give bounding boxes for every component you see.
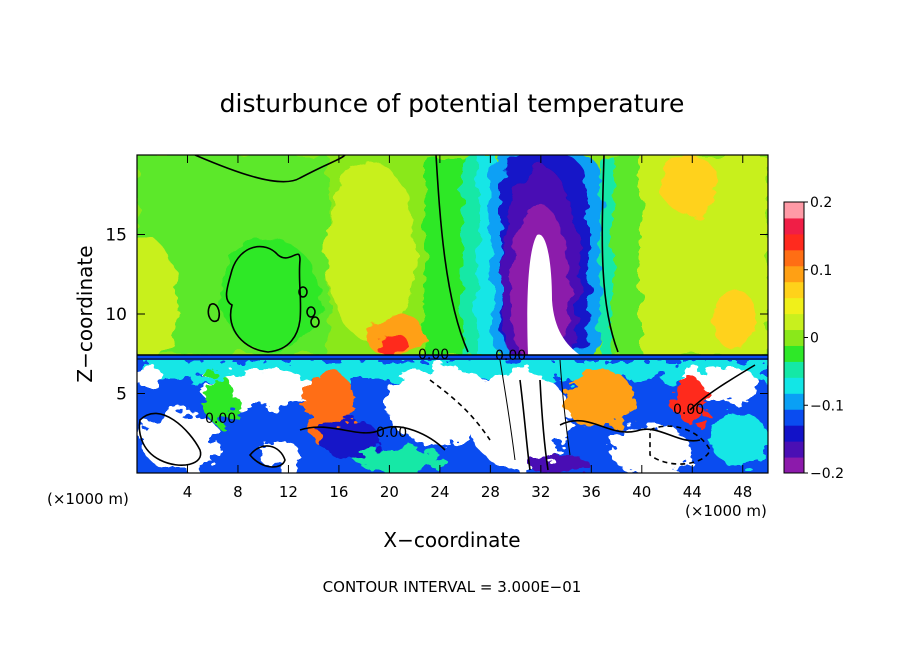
contour-lines <box>137 155 768 471</box>
field-region-right-green <box>612 155 642 355</box>
lower-region-17 <box>137 363 160 387</box>
colorbar-labels: 0.2 0.1 0 −0.1 −0.2 <box>804 195 844 482</box>
x-tick-label: 40 <box>632 483 651 501</box>
lower-region-16 <box>672 378 708 422</box>
lower-field <box>137 355 768 473</box>
contour-vortex-left <box>435 155 469 353</box>
lower-region-8 <box>565 370 635 430</box>
contour-label-4: 0.00 <box>495 348 526 364</box>
contour-label-1: 0.00 <box>205 411 236 427</box>
heatmap-field: 0.00 0.00 0.00 0.00 0.00 <box>137 155 768 473</box>
colorbar <box>784 202 804 474</box>
field-region-left-blob <box>220 240 320 350</box>
colorbar-swatch <box>784 345 804 362</box>
x-tick-label: 12 <box>279 483 298 501</box>
contour-small-o-3 <box>310 316 320 328</box>
colorbar-swatch <box>784 377 804 394</box>
contour-vortex-right <box>601 155 619 353</box>
y-axis-ticks: 5 10 15 <box>105 226 768 405</box>
contour-left-arch <box>194 155 346 183</box>
contour-lower-3 <box>519 379 531 471</box>
x-tick-label: 36 <box>582 483 601 501</box>
contour-lower-8 <box>649 425 711 465</box>
contour-lower-11 <box>559 359 571 456</box>
contour-labels: 0.00 0.00 0.00 0.00 0.00 <box>205 347 704 441</box>
field-region-mid-red <box>374 335 410 355</box>
x-axis-label: X−coordinate <box>383 528 520 552</box>
colorbar-tick-label: −0.1 <box>810 398 844 414</box>
contour-left-small <box>207 303 221 323</box>
colorbar-swatch <box>784 297 804 315</box>
colorbar-swatch <box>784 249 804 267</box>
lower-region-14 <box>205 375 235 425</box>
x-tick-label: 20 <box>380 483 399 501</box>
lower-region-13 <box>355 448 445 472</box>
colorbar-swatch <box>784 202 804 219</box>
contour-lower-9 <box>429 379 491 441</box>
contour-lower-2 <box>299 425 446 451</box>
colorbar-swatch <box>784 265 804 283</box>
contour-lower-10 <box>499 359 516 461</box>
contour-lower-5 <box>689 364 756 411</box>
contour-lower-4 <box>539 379 549 471</box>
colorbar-tick-label: 0 <box>810 331 819 347</box>
colorbar-tick-label: 0.1 <box>810 263 832 279</box>
y-tick-label: 5 <box>116 385 127 405</box>
x-tick-label: 44 <box>683 483 702 501</box>
chart-title: disturbunce of potential temperature <box>220 89 685 118</box>
contour-interval-note: CONTOUR INTERVAL = 3.000E−01 <box>323 578 582 596</box>
lower-region-12 <box>260 440 300 470</box>
lower-region-11 <box>710 415 768 465</box>
colorbar-tick-label: −0.2 <box>810 466 844 482</box>
x-tick-label: 48 <box>733 483 752 501</box>
x-tick-label: 32 <box>531 483 550 501</box>
x-tick-label: 4 <box>183 483 193 501</box>
colorbar-swatch <box>784 329 804 346</box>
field-region-mid-yellow <box>325 160 415 340</box>
lower-region-6 <box>385 365 495 445</box>
lower-region-9 <box>610 425 690 473</box>
y-tick-label: 10 <box>105 305 127 325</box>
contour-small-o-1 <box>298 286 308 298</box>
lower-region-5 <box>320 420 380 460</box>
y-tick-label: 15 <box>105 226 127 246</box>
x-tick-label: 8 <box>233 483 243 501</box>
contour-lower-1 <box>138 412 202 466</box>
x-tick-label: 24 <box>430 483 449 501</box>
contour-lower-6 <box>559 419 701 442</box>
colorbar-swatch <box>784 393 804 410</box>
colorbar-swatch <box>784 457 804 474</box>
field-region-white-core <box>527 234 580 355</box>
colorbar-swatch <box>784 281 804 299</box>
x-tick-label: 28 <box>481 483 500 501</box>
contour-lower-7 <box>248 445 286 468</box>
colorbar-swatch <box>784 361 804 378</box>
x-unit-label-left: (×1000 m) <box>47 490 129 508</box>
field-region-right-orange2 <box>713 290 757 350</box>
colorbar-swatch <box>784 233 804 251</box>
contour-label-5: 0.00 <box>673 402 704 418</box>
x-unit-label-right: (×1000 m) <box>685 502 767 520</box>
contour-small-o-2 <box>306 306 316 318</box>
colorbar-swatch <box>784 441 804 458</box>
upper-field <box>137 155 768 395</box>
colorbar-swatch <box>784 425 804 442</box>
field-region-left-yellow <box>137 240 178 360</box>
colorbar-swatch <box>784 313 804 331</box>
x-axis-ticks: 4 8 12 16 20 24 28 32 36 40 44 48 <box>183 155 752 501</box>
contour-label-2: 0.00 <box>376 425 407 441</box>
colorbar-swatch <box>784 409 804 426</box>
lower-region-15 <box>530 455 590 473</box>
y-axis-label: Z−coordinate <box>73 245 97 382</box>
contour-left-blob <box>225 245 302 353</box>
colorbar-tick-label: 0.2 <box>810 195 832 211</box>
contour-label-3: 0.00 <box>418 347 449 363</box>
x-tick-label: 16 <box>329 483 348 501</box>
colorbar-swatch <box>784 217 804 235</box>
field-region-right-orange <box>662 155 718 215</box>
